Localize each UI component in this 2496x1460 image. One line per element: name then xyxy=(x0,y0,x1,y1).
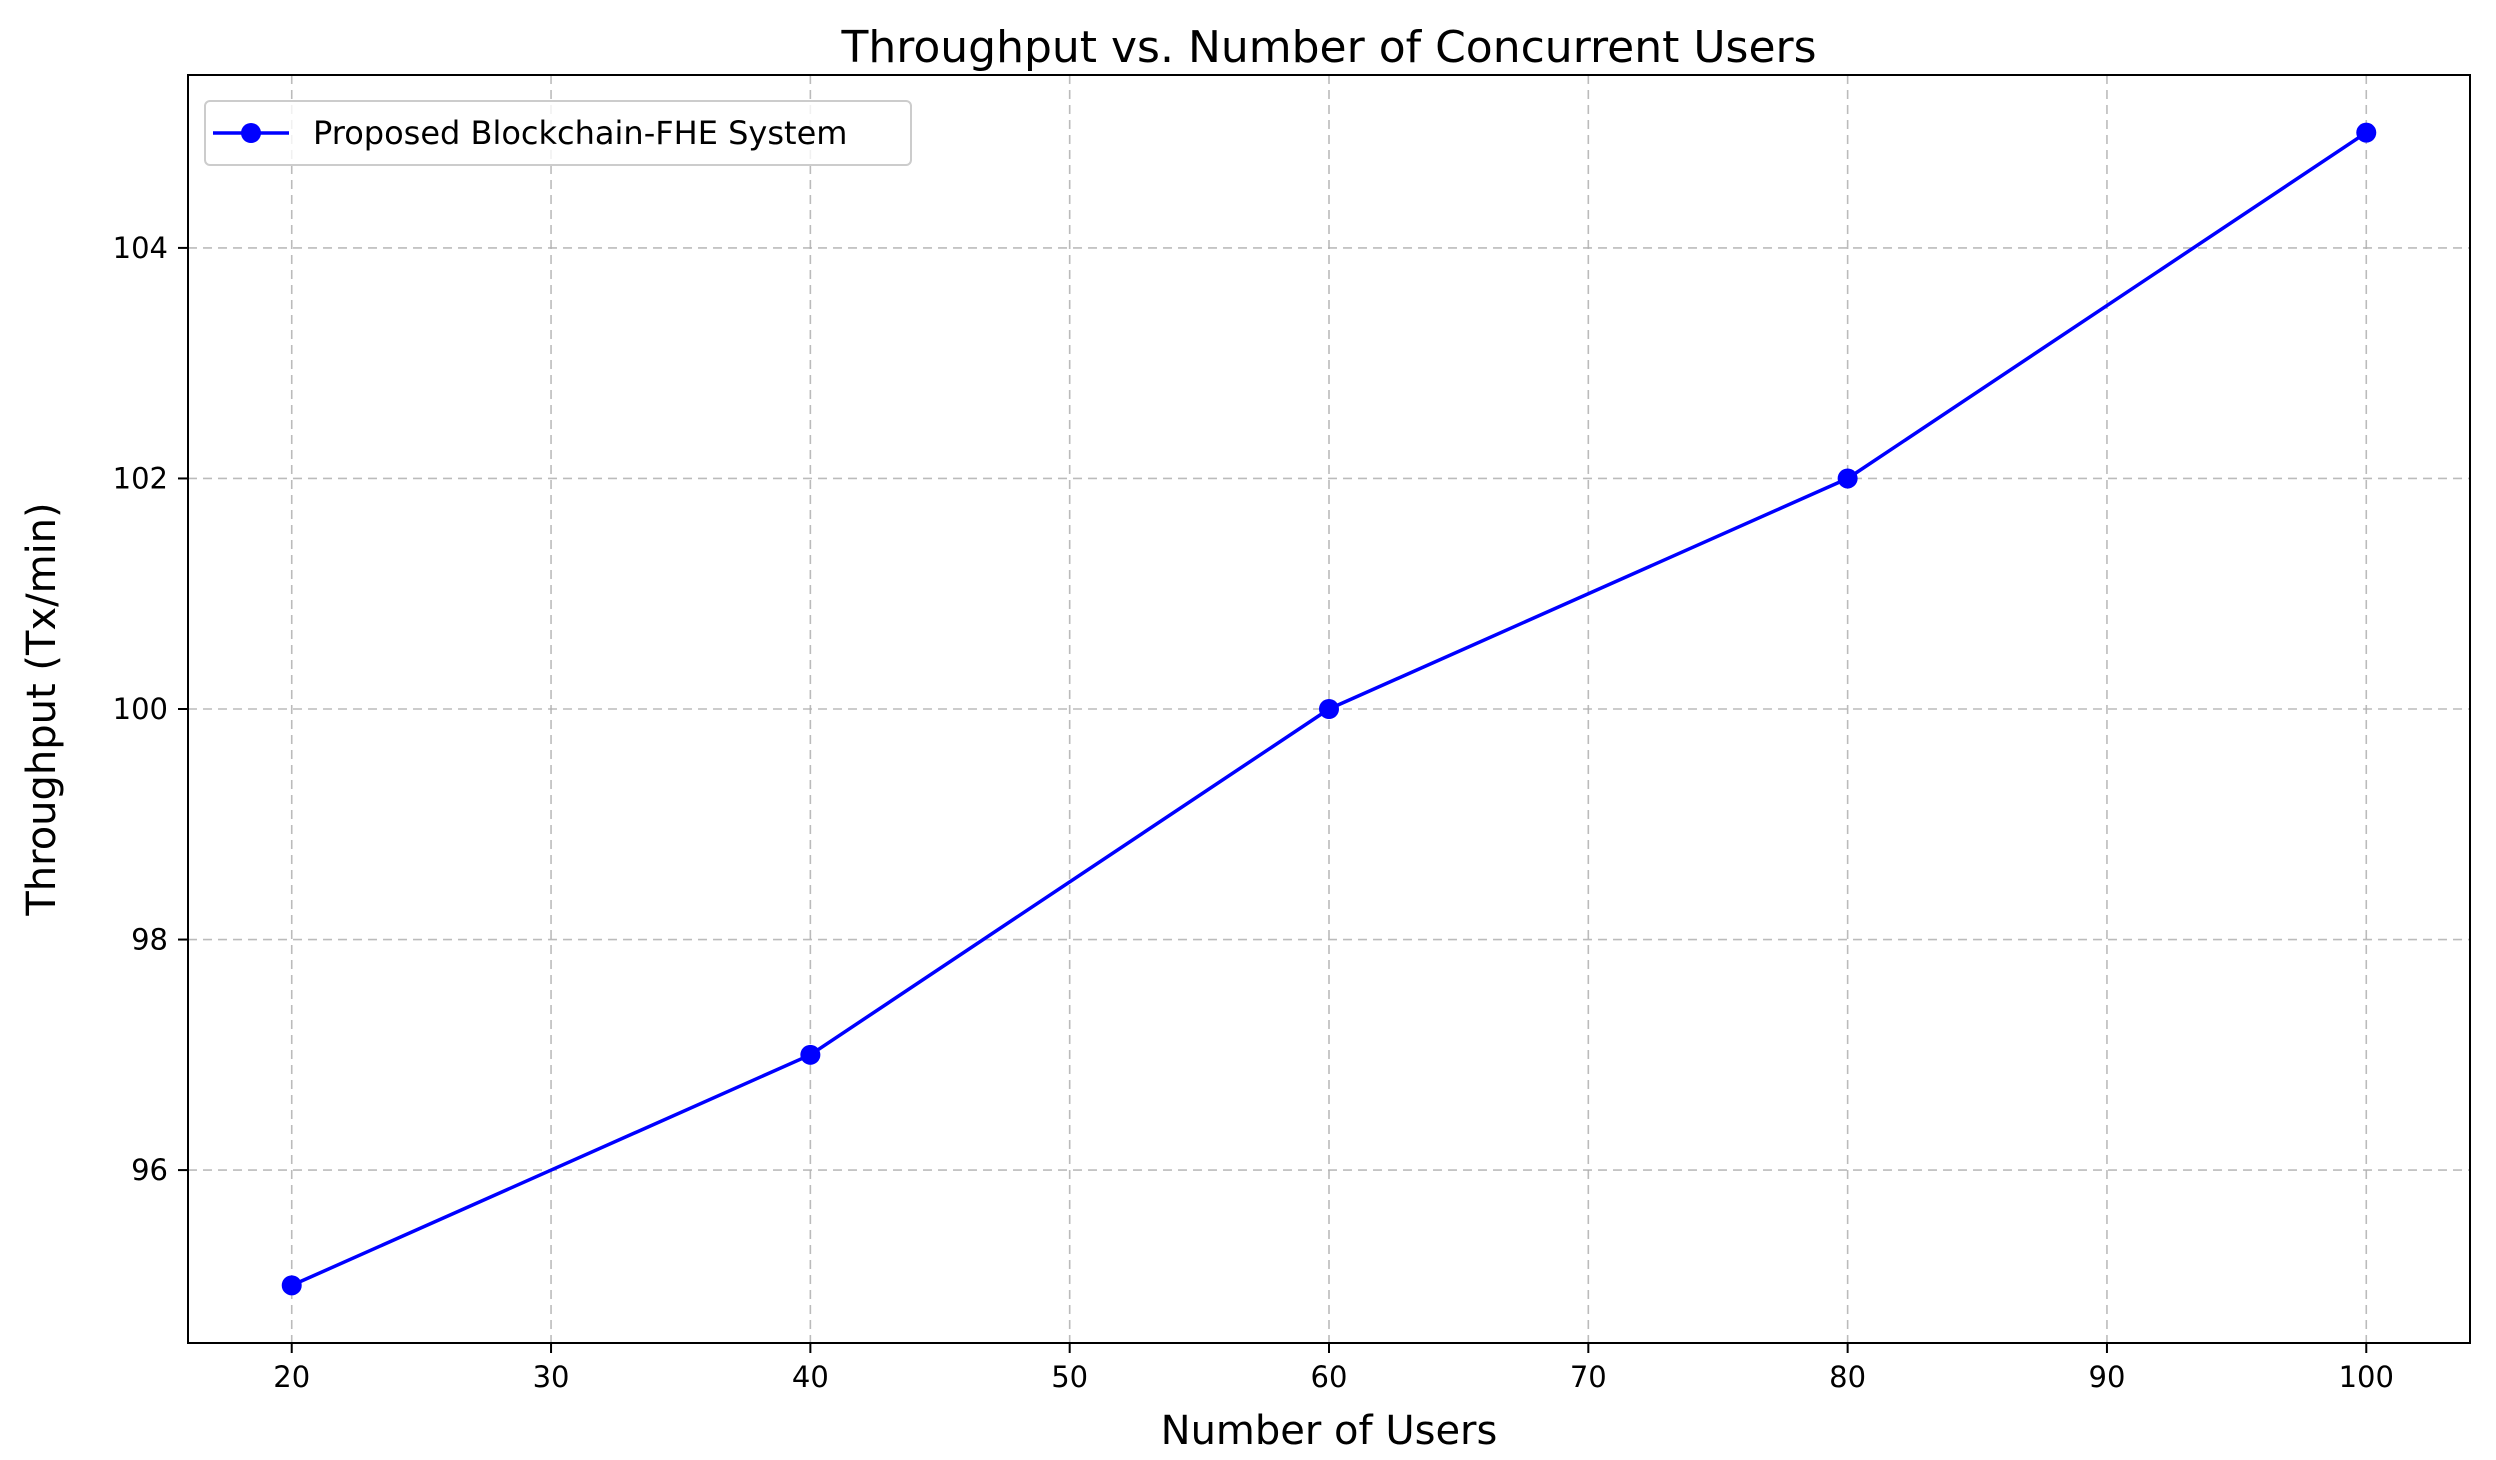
y-tick-label: 100 xyxy=(113,692,168,726)
y-tick-label: 104 xyxy=(113,231,168,265)
data-point xyxy=(800,1044,821,1065)
data-point xyxy=(1319,699,1339,719)
x-tick-label: 30 xyxy=(533,1360,570,1394)
x-tick-label: 100 xyxy=(2339,1360,2394,1394)
chart-title: Throughput vs. Number of Concurrent User… xyxy=(840,22,1816,73)
axis-ticks: 20 30 40 50 60 70 80 90 100 96 98 100 102 104 xyxy=(113,231,2394,1394)
y-tick-label: 98 xyxy=(131,923,168,957)
x-tick-label: 80 xyxy=(1829,1360,1866,1394)
y-tick-label: 102 xyxy=(113,461,168,495)
data-point xyxy=(1837,468,1858,489)
legend-box xyxy=(204,100,912,166)
series-layer xyxy=(281,122,2377,1296)
x-tick-label: 20 xyxy=(273,1360,310,1394)
x-tick-label: 60 xyxy=(1311,1360,1348,1394)
y-axis-label: Throughput (Tx/min) xyxy=(19,502,65,916)
x-tick-label: 70 xyxy=(1570,1360,1607,1394)
x-tick-label: 40 xyxy=(792,1360,829,1394)
data-point xyxy=(2356,122,2377,143)
x-axis-label: Number of Users xyxy=(1161,1408,1498,1454)
data-point xyxy=(281,1275,302,1296)
legend-marker-swatch xyxy=(241,123,261,143)
x-tick-label: 50 xyxy=(1051,1360,1088,1394)
x-tick-label: 90 xyxy=(2089,1360,2126,1394)
legend: Proposed Blockchain-FHE System xyxy=(204,100,912,166)
y-tick-label: 96 xyxy=(131,1153,168,1187)
legend-label: Proposed Blockchain-FHE System xyxy=(313,114,847,152)
